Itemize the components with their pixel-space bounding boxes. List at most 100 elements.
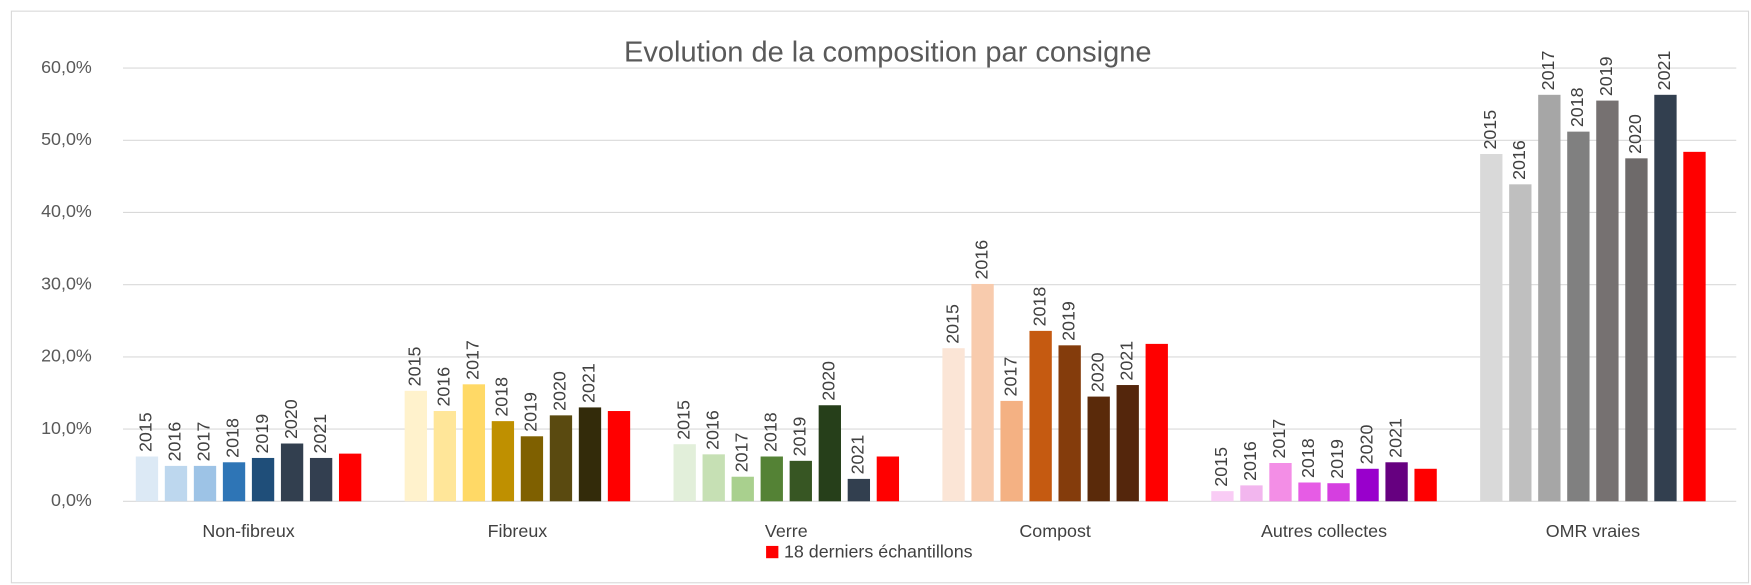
bar-label: 2019 — [1327, 439, 1347, 479]
y-tick-label: 30,0% — [41, 273, 92, 293]
bar — [164, 465, 188, 502]
bar-label: 2015 — [942, 304, 962, 344]
bar-label: 2018 — [492, 377, 512, 417]
bar-label: 2016 — [702, 410, 722, 450]
bar — [549, 415, 573, 502]
bar — [193, 465, 217, 502]
bar-label: 2021 — [1116, 341, 1136, 381]
bar-label: 2015 — [1211, 447, 1231, 487]
bar — [578, 407, 602, 502]
bar — [1327, 483, 1350, 502]
bar — [433, 411, 457, 502]
bar — [251, 457, 275, 502]
bar — [1654, 94, 1677, 502]
bar — [1058, 345, 1081, 502]
bar — [280, 443, 304, 502]
bar — [1385, 462, 1408, 502]
bar — [1538, 94, 1561, 502]
bar-label: 2016 — [434, 367, 454, 407]
bar — [1480, 154, 1503, 502]
y-tick-label: 60,0% — [41, 57, 92, 77]
bar — [1240, 485, 1263, 502]
bar — [1145, 343, 1168, 502]
bar-label: 2018 — [1029, 287, 1049, 327]
bar-label: 2016 — [165, 422, 185, 462]
bar-label: 2019 — [521, 392, 541, 432]
bar — [1116, 385, 1139, 502]
bar-label: 2016 — [971, 240, 991, 280]
bar-label: 2015 — [1480, 110, 1500, 150]
bar — [222, 462, 246, 502]
chart-title: Evolution de la composition par consigne — [624, 36, 1151, 68]
x-tick-label: OMR vraies — [1546, 521, 1640, 541]
bar-label: 2019 — [252, 414, 272, 454]
y-tick-label: 20,0% — [41, 346, 92, 366]
bar-label: 2018 — [223, 418, 243, 458]
bar-label: 2015 — [405, 347, 425, 387]
bar — [1683, 151, 1706, 502]
bar — [462, 384, 486, 502]
bar-label: 2015 — [673, 400, 693, 440]
bar — [1269, 463, 1292, 502]
bar-label: 2021 — [1385, 418, 1405, 458]
bar — [1211, 491, 1234, 502]
bar — [1087, 396, 1110, 502]
bar — [1509, 184, 1532, 502]
bar — [135, 456, 159, 502]
bar — [847, 478, 871, 502]
bar-label: 2017 — [194, 422, 214, 462]
bar — [1356, 468, 1379, 502]
bar — [971, 283, 994, 502]
bar-label: 2020 — [1087, 352, 1107, 392]
legend-swatch — [766, 545, 779, 559]
x-tick-label: Autres collectes — [1261, 521, 1387, 541]
y-tick-label: 50,0% — [41, 129, 92, 149]
bar-label: 2016 — [1240, 441, 1260, 481]
bar — [491, 421, 515, 502]
bar-label: 2017 — [1269, 419, 1289, 459]
bar-label: 2018 — [1567, 87, 1587, 127]
bar — [789, 460, 812, 502]
bar-label: 2020 — [819, 361, 839, 401]
bar — [1596, 100, 1619, 502]
bar-label: 2019 — [790, 417, 810, 457]
bar-label: 2018 — [1298, 438, 1318, 478]
bar — [607, 411, 631, 502]
x-tick-label: Compost — [1019, 521, 1091, 541]
bar-label: 2019 — [1058, 301, 1078, 341]
bar-label: 2021 — [310, 414, 330, 454]
bar-label: 2020 — [550, 371, 570, 411]
bar — [520, 436, 544, 502]
bar-label: 2017 — [463, 340, 483, 380]
bar — [876, 456, 900, 502]
bar — [673, 444, 696, 502]
x-tick-label: Verre — [765, 521, 808, 541]
bar — [731, 476, 754, 502]
bar-label: 2016 — [1509, 140, 1529, 180]
bar — [702, 454, 725, 502]
bar — [404, 390, 427, 502]
bar-label: 2017 — [1538, 51, 1558, 91]
bar-label: 2018 — [760, 412, 780, 452]
bar — [1298, 482, 1321, 502]
bar-label: 2021 — [1654, 51, 1674, 91]
legend-label: 18 derniers échantillons — [784, 541, 973, 561]
x-tick-label: Fibreux — [488, 521, 548, 541]
bar-label: 2020 — [1625, 114, 1645, 154]
bar-label: 2015 — [136, 412, 156, 452]
bar-label: 2019 — [1596, 56, 1616, 96]
bar — [1625, 158, 1648, 502]
bar — [1029, 330, 1052, 502]
bar — [818, 405, 841, 502]
bar-label: 2020 — [1356, 425, 1376, 465]
bar — [338, 453, 362, 502]
bar-label: 2021 — [579, 363, 599, 403]
y-tick-label: 40,0% — [41, 201, 92, 221]
bar — [1567, 131, 1590, 502]
bar-label: 2017 — [731, 432, 751, 472]
x-tick-label: Non-fibreux — [202, 521, 294, 541]
bar-label: 2020 — [281, 399, 301, 439]
y-tick-label: 0,0% — [51, 490, 92, 510]
y-tick-label: 10,0% — [41, 418, 92, 438]
